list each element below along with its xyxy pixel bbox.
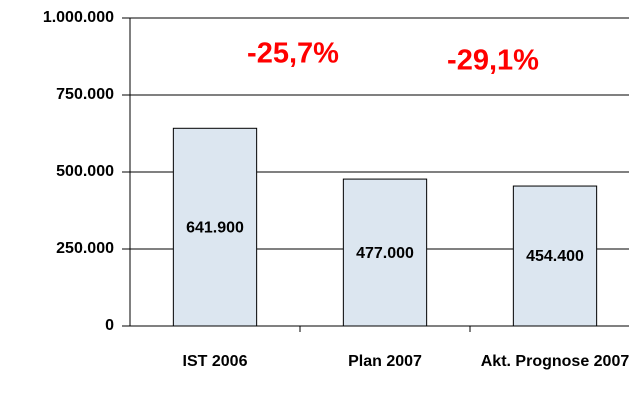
x-tick-label: Plan 2007 bbox=[348, 353, 422, 370]
y-tick-label: 750.000 bbox=[56, 86, 114, 103]
x-tick-label: Akt. Prognose 2007 bbox=[480, 353, 629, 370]
y-tick-label: 1.000.000 bbox=[43, 9, 114, 26]
bar bbox=[342, 178, 428, 327]
y-tick-label: 0 bbox=[105, 317, 114, 334]
y-tick-label: 250.000 bbox=[56, 240, 114, 257]
value-label: 477.000 bbox=[356, 245, 414, 262]
value-label: 454.400 bbox=[526, 248, 584, 265]
bar bbox=[172, 127, 258, 327]
annotation: -29,1% bbox=[447, 45, 539, 77]
x-tick-label: IST 2006 bbox=[182, 353, 248, 370]
annotation: -25,7% bbox=[247, 38, 339, 70]
value-label: 641.900 bbox=[186, 219, 244, 236]
y-tick-label: 500.000 bbox=[56, 163, 114, 180]
bar bbox=[512, 185, 598, 327]
